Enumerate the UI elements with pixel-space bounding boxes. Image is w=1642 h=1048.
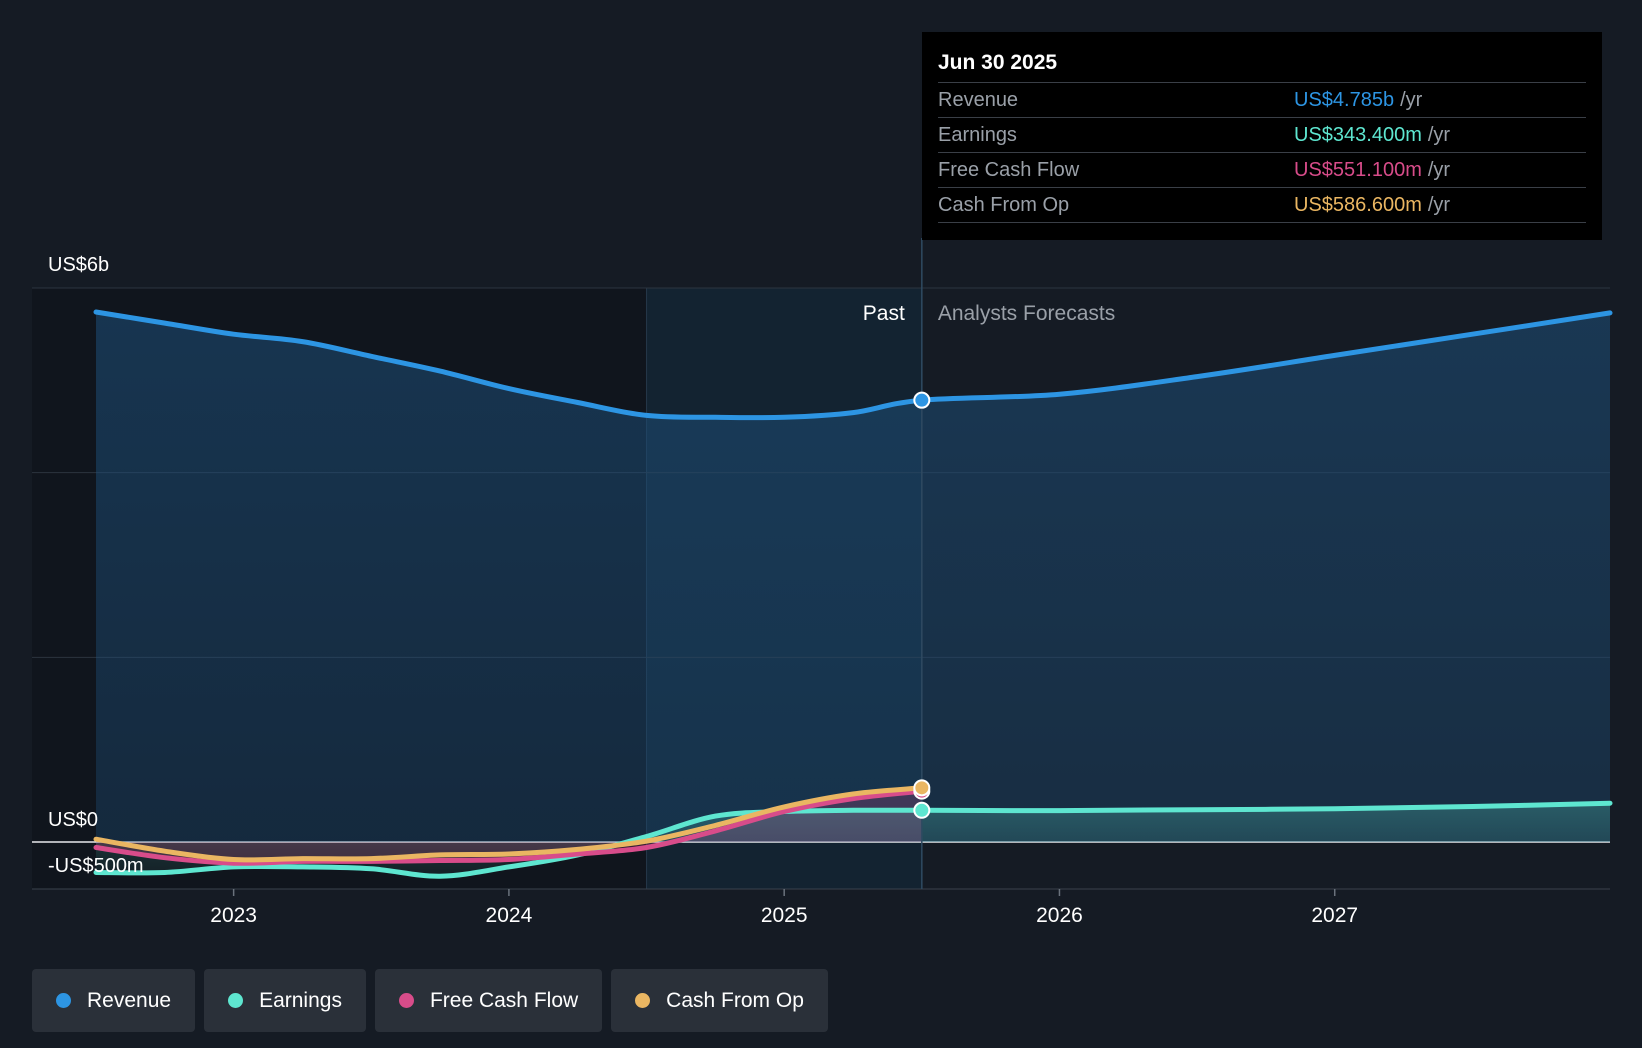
tooltip-label: Revenue (938, 89, 1019, 111)
tooltip-label: Cash From Op (938, 194, 1070, 216)
legend-item-free-cash-flow[interactable]: Free Cash Flow (374, 969, 603, 1032)
tooltip-date: Jun 30 2025 (938, 48, 1586, 83)
y-axis-label-bottom: -US$500m (48, 855, 144, 877)
cash-from-op-line (93, 785, 925, 863)
y-axis-label-zero: US$0 (48, 809, 98, 831)
tooltip-unit: /yr (1400, 89, 1423, 111)
legend-item-earnings[interactable]: Earnings (204, 969, 366, 1032)
x-tick-label: 2024 (486, 904, 533, 927)
tooltip-row-earnings: Earnings US$343.400m /yr (938, 118, 1586, 153)
revenue-marker (913, 391, 931, 409)
revenue-line (93, 309, 1613, 421)
earnings-dot-icon (228, 993, 244, 1008)
x-tick-label: 2027 (1311, 904, 1358, 927)
free-cash-flow-line (93, 788, 925, 866)
tooltip-row-revenue: Revenue US$4.785b /yr (938, 83, 1586, 118)
tooltip-unit: /yr (1427, 124, 1451, 146)
tooltip-value: US$4.785b (1294, 89, 1395, 111)
tooltip-unit: /yr (1427, 159, 1451, 181)
tooltip-unit: /yr (1427, 194, 1451, 216)
chart-legend: Revenue Earnings Free Cash Flow Cash Fro… (32, 969, 828, 1032)
revenue-dot-icon (56, 993, 71, 1008)
x-tick-label: 2025 (761, 904, 808, 927)
free-cash-flow-area (96, 791, 922, 864)
legend-item-cash-from-op[interactable]: Cash From Op (611, 969, 828, 1032)
tooltip-row-cfo: Cash From Op US$586.600m /yr (938, 188, 1586, 223)
cash-from-op-marker (913, 779, 931, 797)
x-tick-label: 2026 (1036, 904, 1083, 927)
earnings-line (93, 800, 1613, 879)
legend-item-revenue[interactable]: Revenue (32, 969, 196, 1032)
legend-label: Cash From Op (666, 988, 804, 1012)
cash-from-op-dot-icon (635, 993, 651, 1008)
tooltip-value: US$586.600m (1294, 194, 1422, 216)
legend-label: Free Cash Flow (429, 988, 579, 1012)
free-cash-flow-dot-icon (398, 993, 414, 1008)
y-axis-label-top: US$6b (48, 254, 109, 276)
legend-label: Revenue (87, 988, 172, 1012)
earnings-marker (913, 801, 931, 819)
x-tick-label: 2023 (210, 904, 257, 927)
forecast-label: Analysts Forecasts (938, 302, 1115, 325)
legend-label: Earnings (259, 988, 342, 1012)
tooltip-value: US$343.400m (1294, 124, 1422, 146)
tooltip-label: Free Cash Flow (938, 159, 1080, 181)
tooltip-panel: Jun 30 2025 Revenue US$4.785b /yr Earnin… (922, 32, 1602, 240)
tooltip-label: Earnings (938, 124, 1017, 146)
tooltip-value: US$551.100m (1294, 159, 1422, 181)
revenue-area (96, 312, 1610, 842)
past-label: Past (863, 302, 905, 325)
tooltip-row-fcf: Free Cash Flow US$551.100m /yr (938, 153, 1586, 188)
